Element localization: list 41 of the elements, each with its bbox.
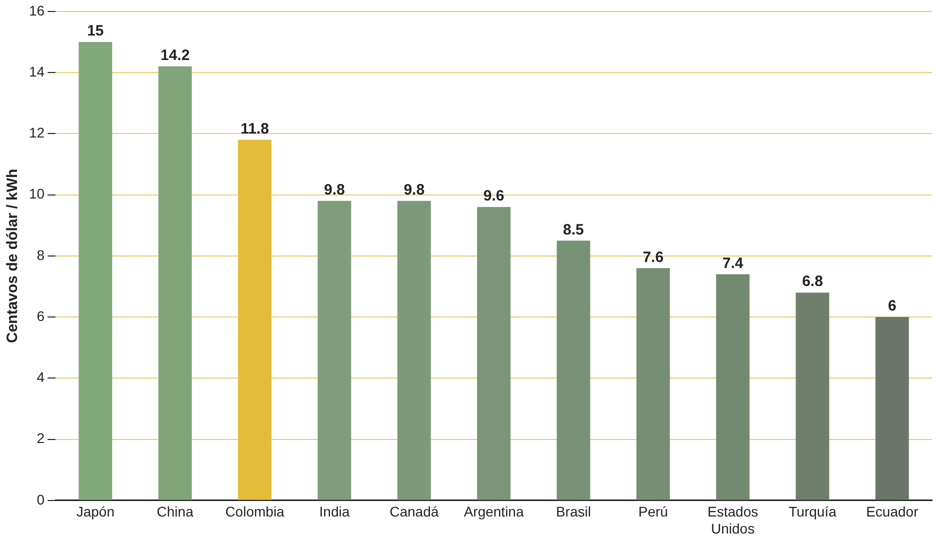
x-tick-label: Colombia <box>225 504 285 520</box>
x-tick-label: India <box>319 504 350 520</box>
bar <box>318 200 352 500</box>
bar <box>716 274 750 500</box>
x-tick-label: Estados Unidos <box>708 504 758 536</box>
x-tick-label: Ecuador <box>866 504 919 520</box>
x-tick-label: Turquía <box>788 504 837 520</box>
y-tick-label: 8 <box>36 246 45 263</box>
x-tick-label: Canadá <box>390 504 439 520</box>
data-label: 14.2 <box>160 47 190 64</box>
bar <box>158 66 192 500</box>
data-label: 7.4 <box>722 254 744 272</box>
y-tick-label: 0 <box>36 491 45 508</box>
x-tick-label: Argentina <box>464 504 524 520</box>
x-tick-label: Brasil <box>556 504 591 520</box>
x-tick-label: Perú <box>638 504 668 520</box>
y-tick-label: 16 <box>28 2 45 18</box>
bar <box>238 140 272 500</box>
y-tick-label: 12 <box>28 124 45 141</box>
data-label: 6 <box>888 298 896 315</box>
bar <box>78 42 112 500</box>
bar <box>636 268 670 500</box>
data-label: 9.8 <box>324 182 345 199</box>
bar <box>875 317 909 500</box>
y-tick-label: 4 <box>36 369 45 386</box>
data-label: 6.8 <box>802 273 823 290</box>
bar <box>556 240 590 500</box>
bar <box>796 292 830 500</box>
y-tick-label: 14 <box>28 63 45 80</box>
bar <box>477 207 511 500</box>
y-tick-label: 10 <box>28 186 45 202</box>
bar <box>397 200 431 500</box>
data-label: 8.5 <box>563 221 584 238</box>
x-tick-label: China <box>156 504 194 520</box>
y-tick-label: 6 <box>36 308 45 324</box>
y-axis-title: Centavos de dólar / kWh <box>4 168 22 343</box>
data-label: 9.8 <box>404 182 425 199</box>
y-tick-label: 2 <box>36 430 45 446</box>
data-label: 15 <box>87 22 104 40</box>
data-label: 11.8 <box>240 120 269 138</box>
x-tick-label: Japón <box>76 504 114 520</box>
